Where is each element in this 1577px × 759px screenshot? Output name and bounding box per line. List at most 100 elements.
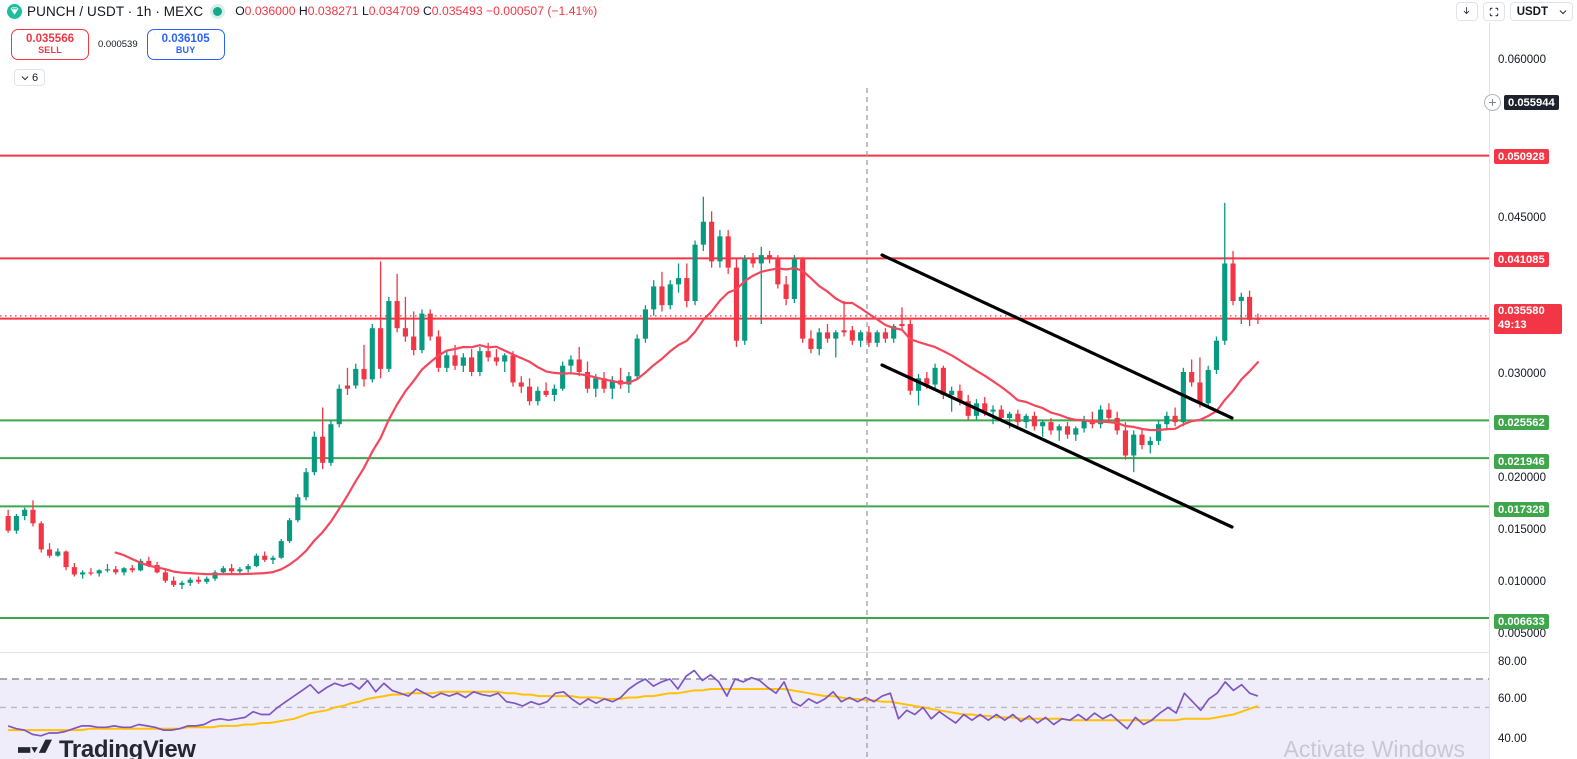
candle-body [477, 351, 483, 373]
resistance-price-tag: 0.050928 [1494, 149, 1549, 164]
bar-countdown: 49:13 [1498, 318, 1527, 331]
rsi-plot [0, 653, 1489, 759]
candle-body [982, 403, 988, 412]
candle-body [469, 357, 475, 373]
candle-body [899, 323, 905, 327]
candle-body [568, 359, 574, 366]
high-key: H [298, 4, 308, 18]
candle-body [229, 568, 235, 572]
resistance-price-tag: 0.041085 [1494, 252, 1549, 267]
candle-body [303, 472, 309, 498]
candle-body [965, 401, 971, 416]
sell-button[interactable]: 0.035566 SELL [11, 29, 89, 60]
candle-body [576, 359, 582, 373]
candle-body [667, 284, 673, 306]
candle-body [634, 338, 640, 377]
candle-body [1155, 424, 1162, 441]
candle-body [96, 570, 102, 574]
tradingview-watermark: TradingView [18, 738, 196, 759]
buy-label: BUY [175, 44, 196, 55]
add-alert-icon[interactable] [1484, 94, 1501, 111]
candle-body [1122, 430, 1129, 456]
candle-body [353, 368, 359, 386]
candle-body [452, 355, 458, 366]
candle-body [783, 284, 789, 299]
candle-body [386, 301, 392, 369]
candle-body [113, 569, 119, 573]
candle-body [336, 388, 342, 425]
current-price-tag: 0.035580 49:13 [1494, 304, 1562, 335]
chart-header: PUNCH / USDT · 1h · MEXC O0.036000 H0.03… [0, 0, 1577, 22]
candle-body [195, 579, 202, 582]
rsi-pane[interactable] [0, 653, 1489, 759]
quantity-stepper[interactable]: 6 [14, 69, 45, 86]
candle-body [1247, 296, 1253, 320]
candle-body [725, 236, 731, 268]
candle-body [129, 568, 135, 571]
fullscreen-icon[interactable] [1482, 2, 1505, 21]
candle-body [758, 255, 764, 264]
candle-body [1015, 413, 1021, 423]
candle-body [220, 568, 226, 573]
candle-body [824, 332, 831, 339]
candle-body [212, 572, 218, 579]
candle-body [320, 436, 326, 463]
candle-body [1213, 340, 1220, 370]
candle-body [46, 549, 53, 556]
rsi-line [7, 669, 1259, 737]
candle-body [940, 367, 946, 395]
quantity-value: 6 [31, 71, 39, 84]
spread-value: 0.000539 [98, 39, 138, 50]
candle-body [1255, 317, 1261, 320]
candle-body [38, 523, 44, 550]
candle-body [1048, 422, 1054, 431]
candle-body [1131, 434, 1137, 456]
candle-body [659, 286, 665, 306]
high-value: 0.038271 [307, 4, 359, 18]
rsi-ma-line [8, 688, 1259, 732]
download-icon[interactable] [1455, 2, 1478, 21]
cursor-price-label: 0.055944 [1508, 96, 1555, 109]
price-axis-tick: 0.020000 [1498, 472, 1546, 484]
candle-body [675, 278, 682, 285]
candle-body [485, 351, 491, 358]
ohlc-readout: O0.036000 H0.038271 L0.034709 C0.035493 … [235, 4, 597, 18]
candle-body [924, 378, 930, 385]
candle-body [278, 541, 284, 558]
candle-body [295, 497, 301, 521]
candle-body [642, 309, 648, 339]
change-value: −0.000507 (−1.41%) [486, 4, 598, 18]
price-axis-tick: 0.030000 [1498, 368, 1546, 380]
candle-body [253, 555, 259, 567]
candle-body [1098, 409, 1104, 425]
symbol-title[interactable]: PUNCH / USDT · 1h · MEXC [27, 3, 204, 19]
candle-body [435, 336, 442, 368]
candle-body [750, 259, 756, 264]
candle-body [560, 365, 566, 389]
candle-body [775, 259, 781, 285]
support-price-tag: 0.017328 [1494, 502, 1549, 517]
rsi-band-fill [0, 679, 1489, 759]
candle-body [344, 385, 351, 389]
buy-button[interactable]: 0.036105 BUY [146, 29, 225, 60]
candle-body [137, 560, 144, 571]
punch-token-icon [7, 3, 22, 19]
currency-select[interactable]: USDT [1509, 2, 1573, 21]
candle-body [1139, 434, 1145, 446]
price-axis[interactable]: 0.060000 0.045000 0.030000 0.020000 0.015000… [1484, 22, 1577, 759]
candle-body [601, 378, 607, 389]
candle-body [518, 382, 524, 387]
candle-body [535, 390, 541, 402]
header-actions: USDT [1455, 2, 1573, 21]
support-price-tag: 0.021946 [1494, 454, 1549, 469]
candle-body [584, 372, 591, 389]
low-key: L [361, 4, 369, 18]
price-chart-pane[interactable] [0, 88, 1489, 651]
price-axis-tick: 0.010000 [1498, 576, 1546, 588]
candle-body [858, 332, 864, 341]
candle-body [874, 332, 880, 343]
candle-body [849, 330, 855, 341]
candle-body [510, 355, 516, 383]
channel-upper [880, 253, 1234, 420]
